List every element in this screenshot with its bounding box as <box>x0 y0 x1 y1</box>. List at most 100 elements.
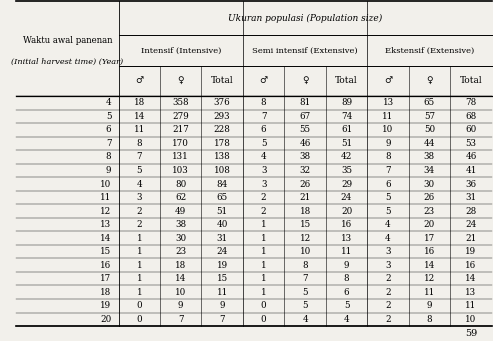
Text: 15: 15 <box>300 220 311 229</box>
Text: 26: 26 <box>424 193 435 202</box>
Text: 8: 8 <box>426 315 432 324</box>
Text: 5: 5 <box>137 166 142 175</box>
Text: Semi intensif (Extensive): Semi intensif (Extensive) <box>252 46 358 55</box>
Text: 8: 8 <box>106 152 111 162</box>
Text: 11: 11 <box>424 288 435 297</box>
Text: 26: 26 <box>299 179 311 189</box>
Text: 19: 19 <box>465 247 476 256</box>
Text: 178: 178 <box>214 139 231 148</box>
Text: 5: 5 <box>344 301 349 310</box>
Text: 11: 11 <box>100 193 111 202</box>
Text: 6: 6 <box>385 179 391 189</box>
Text: 3: 3 <box>137 193 142 202</box>
Text: 13: 13 <box>341 234 352 243</box>
Text: 19: 19 <box>216 261 228 270</box>
Text: 38: 38 <box>300 152 311 162</box>
Text: 8: 8 <box>137 139 142 148</box>
Text: 30: 30 <box>424 179 435 189</box>
Text: 38: 38 <box>175 220 186 229</box>
Text: 18: 18 <box>100 288 111 297</box>
Text: 8: 8 <box>302 261 308 270</box>
Text: 11: 11 <box>383 112 393 121</box>
Text: 1: 1 <box>137 234 142 243</box>
Text: 13: 13 <box>100 220 111 229</box>
Text: 103: 103 <box>173 166 189 175</box>
Text: 0: 0 <box>137 301 142 310</box>
Text: 11: 11 <box>216 288 228 297</box>
Text: 16: 16 <box>341 220 352 229</box>
Text: 0: 0 <box>261 315 266 324</box>
Text: 2: 2 <box>385 288 391 297</box>
Text: Intensif (Intensive): Intensif (Intensive) <box>141 46 221 55</box>
Text: 20: 20 <box>341 207 352 216</box>
Text: 13: 13 <box>383 98 393 107</box>
Text: 5: 5 <box>385 193 391 202</box>
Text: 78: 78 <box>465 98 477 107</box>
Text: 3: 3 <box>385 261 391 270</box>
Text: 49: 49 <box>175 207 186 216</box>
Text: 9: 9 <box>219 301 225 310</box>
Text: Total: Total <box>211 76 234 85</box>
Text: 44: 44 <box>423 139 435 148</box>
Text: ♀: ♀ <box>426 76 433 85</box>
Text: 89: 89 <box>341 98 352 107</box>
Text: 293: 293 <box>214 112 231 121</box>
Text: 6: 6 <box>106 125 111 134</box>
Text: 53: 53 <box>465 139 476 148</box>
Text: 32: 32 <box>300 166 311 175</box>
Text: 29: 29 <box>341 179 352 189</box>
Text: 7: 7 <box>178 315 183 324</box>
Text: 13: 13 <box>465 288 476 297</box>
Text: 2: 2 <box>137 207 142 216</box>
Text: 8: 8 <box>261 98 266 107</box>
Text: 108: 108 <box>214 166 231 175</box>
Text: 9: 9 <box>385 139 391 148</box>
Text: 65: 65 <box>424 98 435 107</box>
Text: 9: 9 <box>106 166 111 175</box>
Text: (Initial harvest time) (Year): (Initial harvest time) (Year) <box>11 58 124 66</box>
Text: ♀: ♀ <box>177 76 184 85</box>
Text: 14: 14 <box>100 234 111 243</box>
Text: 12: 12 <box>299 234 311 243</box>
Text: 10: 10 <box>175 288 186 297</box>
Text: 59: 59 <box>465 329 477 338</box>
Text: 2: 2 <box>385 315 391 324</box>
Text: 5: 5 <box>261 139 266 148</box>
Text: 12: 12 <box>100 207 111 216</box>
Text: 4: 4 <box>302 315 308 324</box>
Text: 376: 376 <box>214 98 231 107</box>
Text: 2: 2 <box>385 274 391 283</box>
Text: 24: 24 <box>216 247 228 256</box>
Text: 0: 0 <box>261 301 266 310</box>
Text: 23: 23 <box>175 247 186 256</box>
Text: 17: 17 <box>424 234 435 243</box>
Text: 28: 28 <box>465 207 477 216</box>
Text: 3: 3 <box>261 166 266 175</box>
Text: 4: 4 <box>261 152 267 162</box>
Text: 4: 4 <box>385 234 391 243</box>
Text: 5: 5 <box>302 288 308 297</box>
Text: 358: 358 <box>173 98 189 107</box>
Text: 1: 1 <box>137 274 142 283</box>
Text: 4: 4 <box>385 220 391 229</box>
Text: 3: 3 <box>261 179 266 189</box>
Text: 18: 18 <box>175 261 186 270</box>
Text: 0: 0 <box>137 315 142 324</box>
Text: 74: 74 <box>341 112 352 121</box>
Text: 18: 18 <box>299 207 311 216</box>
Text: 138: 138 <box>214 152 231 162</box>
Text: 11: 11 <box>465 301 477 310</box>
Text: 17: 17 <box>100 274 111 283</box>
Text: 9: 9 <box>344 261 349 270</box>
Text: 8: 8 <box>385 152 391 162</box>
Text: 8: 8 <box>344 274 350 283</box>
Text: 36: 36 <box>465 179 476 189</box>
Text: 16: 16 <box>465 261 477 270</box>
Text: 10: 10 <box>465 315 477 324</box>
Text: 1: 1 <box>261 234 266 243</box>
Text: 84: 84 <box>216 179 228 189</box>
Text: 38: 38 <box>424 152 435 162</box>
Text: 10: 10 <box>299 247 311 256</box>
Text: 10: 10 <box>100 179 111 189</box>
Text: 4: 4 <box>344 315 350 324</box>
